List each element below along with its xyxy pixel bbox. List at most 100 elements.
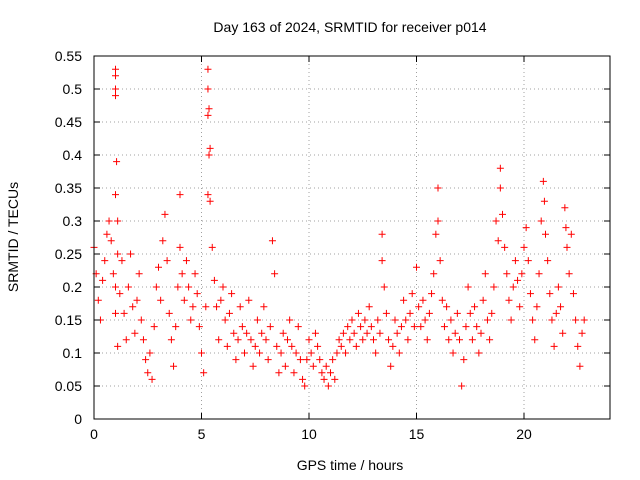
- data-point: [516, 303, 524, 311]
- data-point: [309, 362, 317, 370]
- data-point: [496, 184, 504, 192]
- data-point: [112, 72, 119, 80]
- data-point: [428, 290, 436, 298]
- data-point: [234, 336, 242, 344]
- data-point: [331, 375, 339, 383]
- data-point: [124, 283, 132, 291]
- data-point: [468, 336, 476, 344]
- data-point: [281, 362, 289, 370]
- data-point: [550, 342, 558, 350]
- data-point: [210, 276, 218, 284]
- data-point: [572, 316, 580, 324]
- data-point: [333, 349, 341, 357]
- data-point: [273, 342, 281, 350]
- data-point: [260, 303, 268, 311]
- data-point: [94, 296, 102, 304]
- data-point: [554, 283, 562, 291]
- data-point: [365, 303, 373, 311]
- data-point: [182, 257, 190, 265]
- data-point: [150, 323, 158, 331]
- data-point: [329, 356, 337, 364]
- data-point: [348, 316, 356, 324]
- data-point: [268, 237, 276, 245]
- data-point: [228, 290, 236, 298]
- data-point: [387, 362, 395, 370]
- data-point: [511, 257, 519, 265]
- data-point: [354, 309, 362, 317]
- data-point: [562, 224, 570, 232]
- y-tick-label: 0.4: [63, 147, 83, 163]
- data-point: [205, 105, 213, 113]
- data-point: [144, 369, 152, 377]
- data-point: [574, 342, 582, 350]
- data-point: [118, 257, 126, 265]
- data-point: [180, 296, 188, 304]
- data-point: [408, 290, 416, 298]
- plot-frame: [93, 55, 611, 420]
- data-point: [112, 309, 119, 317]
- data-point: [112, 283, 119, 291]
- data-point: [559, 329, 567, 337]
- data-point: [249, 362, 257, 370]
- data-point: [135, 270, 143, 278]
- y-tick-label: 0.45: [55, 114, 82, 130]
- data-point: [376, 329, 384, 337]
- data-point: [103, 230, 111, 238]
- data-point: [447, 316, 455, 324]
- data-point: [324, 382, 332, 390]
- data-point: [475, 349, 483, 357]
- data-point: [335, 336, 343, 344]
- data-point: [391, 316, 399, 324]
- data-point: [245, 296, 253, 304]
- data-point: [275, 369, 283, 377]
- data-point: [344, 323, 352, 331]
- data-point: [131, 329, 139, 337]
- data-point: [346, 336, 354, 344]
- data-point: [402, 316, 410, 324]
- data-point: [380, 283, 388, 291]
- data-point: [363, 329, 371, 337]
- data-point: [567, 230, 575, 238]
- x-tick-label: 20: [516, 426, 532, 442]
- data-point: [322, 362, 330, 370]
- data-point: [236, 303, 244, 311]
- data-point: [258, 329, 266, 337]
- data-point: [548, 316, 556, 324]
- data-point: [286, 316, 294, 324]
- data-point: [473, 323, 481, 331]
- data-point: [350, 329, 358, 337]
- data-point: [178, 270, 186, 278]
- data-point: [389, 342, 397, 350]
- data-point: [576, 362, 584, 370]
- data-point: [339, 329, 347, 337]
- data-point: [176, 191, 184, 199]
- data-point: [359, 336, 367, 344]
- data-point: [294, 323, 302, 331]
- data-point: [101, 257, 109, 265]
- data-point: [483, 316, 491, 324]
- y-axis-label: SRMTID / TECUs: [5, 182, 21, 292]
- data-point: [152, 283, 160, 291]
- data-point: [552, 309, 560, 317]
- data-point: [202, 303, 210, 311]
- data-point: [165, 309, 173, 317]
- data-point: [189, 303, 197, 311]
- data-point: [486, 336, 494, 344]
- data-point: [223, 342, 231, 350]
- data-point: [120, 309, 128, 317]
- data-point: [105, 217, 113, 225]
- data-point: [494, 237, 502, 245]
- data-point: [501, 243, 509, 251]
- data-point: [155, 263, 162, 271]
- data-point: [215, 336, 223, 344]
- data-point: [114, 250, 122, 258]
- data-point: [264, 356, 272, 364]
- data-point: [540, 197, 548, 205]
- data-point: [316, 356, 324, 364]
- data-point: [520, 243, 528, 251]
- data-point: [112, 65, 119, 73]
- data-point: [109, 270, 117, 278]
- data-point: [395, 349, 403, 357]
- x-tick-label: 10: [301, 426, 317, 442]
- data-point: [314, 342, 322, 350]
